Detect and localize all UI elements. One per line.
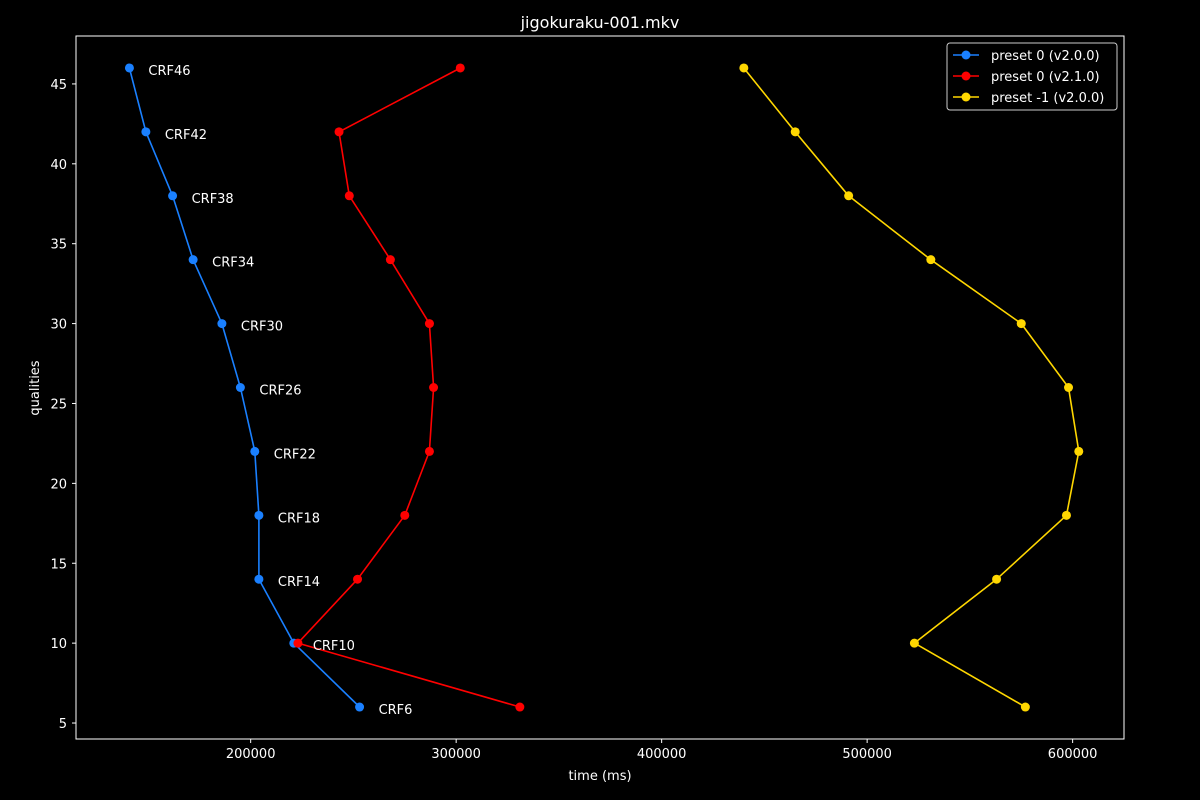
series-2 — [293, 63, 525, 712]
x-tick-label: 400000 — [637, 747, 687, 762]
data-point — [1020, 702, 1030, 712]
data-point — [353, 574, 363, 584]
point-label: CRF34 — [212, 256, 254, 271]
data-point — [515, 702, 525, 712]
point-label: CRF30 — [241, 320, 283, 335]
legend-marker — [961, 71, 971, 81]
data-point — [992, 574, 1002, 584]
legend-label: preset -1 (v2.0.0) — [991, 91, 1104, 106]
y-tick-label: 35 — [50, 238, 67, 253]
legend-label: preset 0 (v2.0.0) — [991, 49, 1100, 64]
legend-marker — [961, 92, 971, 102]
plot-area-frame — [75, 35, 1125, 740]
y-axis-label: qualities — [28, 360, 43, 415]
data-point — [385, 255, 395, 265]
legend-marker — [961, 50, 971, 60]
data-point — [926, 255, 936, 265]
data-point — [188, 255, 198, 265]
y-tick-label: 25 — [50, 397, 67, 412]
data-point — [293, 638, 303, 648]
chart-title: jigokuraku-001.mkv — [520, 13, 680, 32]
y-tick-label: 20 — [50, 477, 67, 492]
data-point — [250, 446, 260, 456]
legend-entry: preset 0 (v2.0.0) — [953, 49, 1100, 64]
point-label: CRF10 — [313, 639, 355, 654]
point-label: CRF22 — [274, 447, 316, 462]
data-point — [141, 127, 151, 137]
x-axis-ticks: 200000 300000 400000 500000 600000 — [226, 739, 1098, 762]
y-tick-label: 10 — [50, 637, 67, 652]
data-point — [1064, 383, 1074, 392]
data-point — [168, 191, 178, 201]
y-tick-label: 45 — [50, 78, 67, 93]
y-tick-label: 15 — [50, 557, 67, 572]
y-axis-ticks: 5 10 15 20 25 30 35 40 45 — [50, 78, 76, 732]
y-tick-label: 30 — [50, 318, 67, 333]
data-point — [429, 383, 439, 392]
legend-box — [946, 42, 1118, 111]
data-point — [400, 510, 410, 520]
point-label: CRF38 — [192, 192, 234, 207]
x-tick-label: 300000 — [431, 747, 481, 762]
x-axis-label: time (ms) — [568, 769, 631, 784]
series-layer — [124, 63, 1084, 712]
data-point — [909, 638, 919, 648]
data-point — [1074, 446, 1084, 456]
data-point — [424, 319, 434, 329]
point-label: CRF26 — [259, 384, 301, 399]
data-point — [235, 383, 245, 392]
point-label-layer: CRF46 CRF42 CRF38 CRF34 CRF30 CRF26 CRF22 CRF18… — [148, 64, 412, 718]
data-point — [334, 127, 344, 137]
data-point — [790, 127, 800, 137]
point-label: CRF46 — [148, 64, 190, 79]
series-1 — [124, 63, 365, 712]
point-label: CRF6 — [379, 703, 413, 718]
data-point — [1016, 319, 1026, 329]
legend-entry: preset 0 (v2.1.0) — [953, 70, 1100, 85]
point-label: CRF42 — [165, 128, 207, 143]
x-tick-label: 600000 — [1048, 747, 1098, 762]
series-3 — [739, 63, 1084, 712]
data-point — [124, 63, 134, 73]
data-point — [217, 319, 227, 329]
legend-label: preset 0 (v2.1.0) — [991, 70, 1100, 85]
y-tick-label: 5 — [59, 717, 67, 732]
data-point — [739, 63, 749, 73]
data-point — [344, 191, 354, 201]
data-point — [254, 510, 264, 520]
point-label: CRF14 — [278, 575, 320, 590]
data-point — [424, 446, 434, 456]
legend: preset 0 (v2.0.0) preset 0 (v2.1.0) preset… — [946, 42, 1118, 111]
y-tick-label: 40 — [50, 158, 67, 173]
point-label: CRF18 — [278, 511, 320, 526]
data-point — [355, 702, 365, 712]
x-tick-label: 500000 — [842, 747, 892, 762]
data-point — [844, 191, 854, 201]
data-point — [455, 63, 465, 73]
legend-entry: preset -1 (v2.0.0) — [953, 91, 1104, 106]
data-point — [254, 574, 264, 584]
x-tick-label: 200000 — [226, 747, 276, 762]
data-point — [1061, 510, 1071, 520]
